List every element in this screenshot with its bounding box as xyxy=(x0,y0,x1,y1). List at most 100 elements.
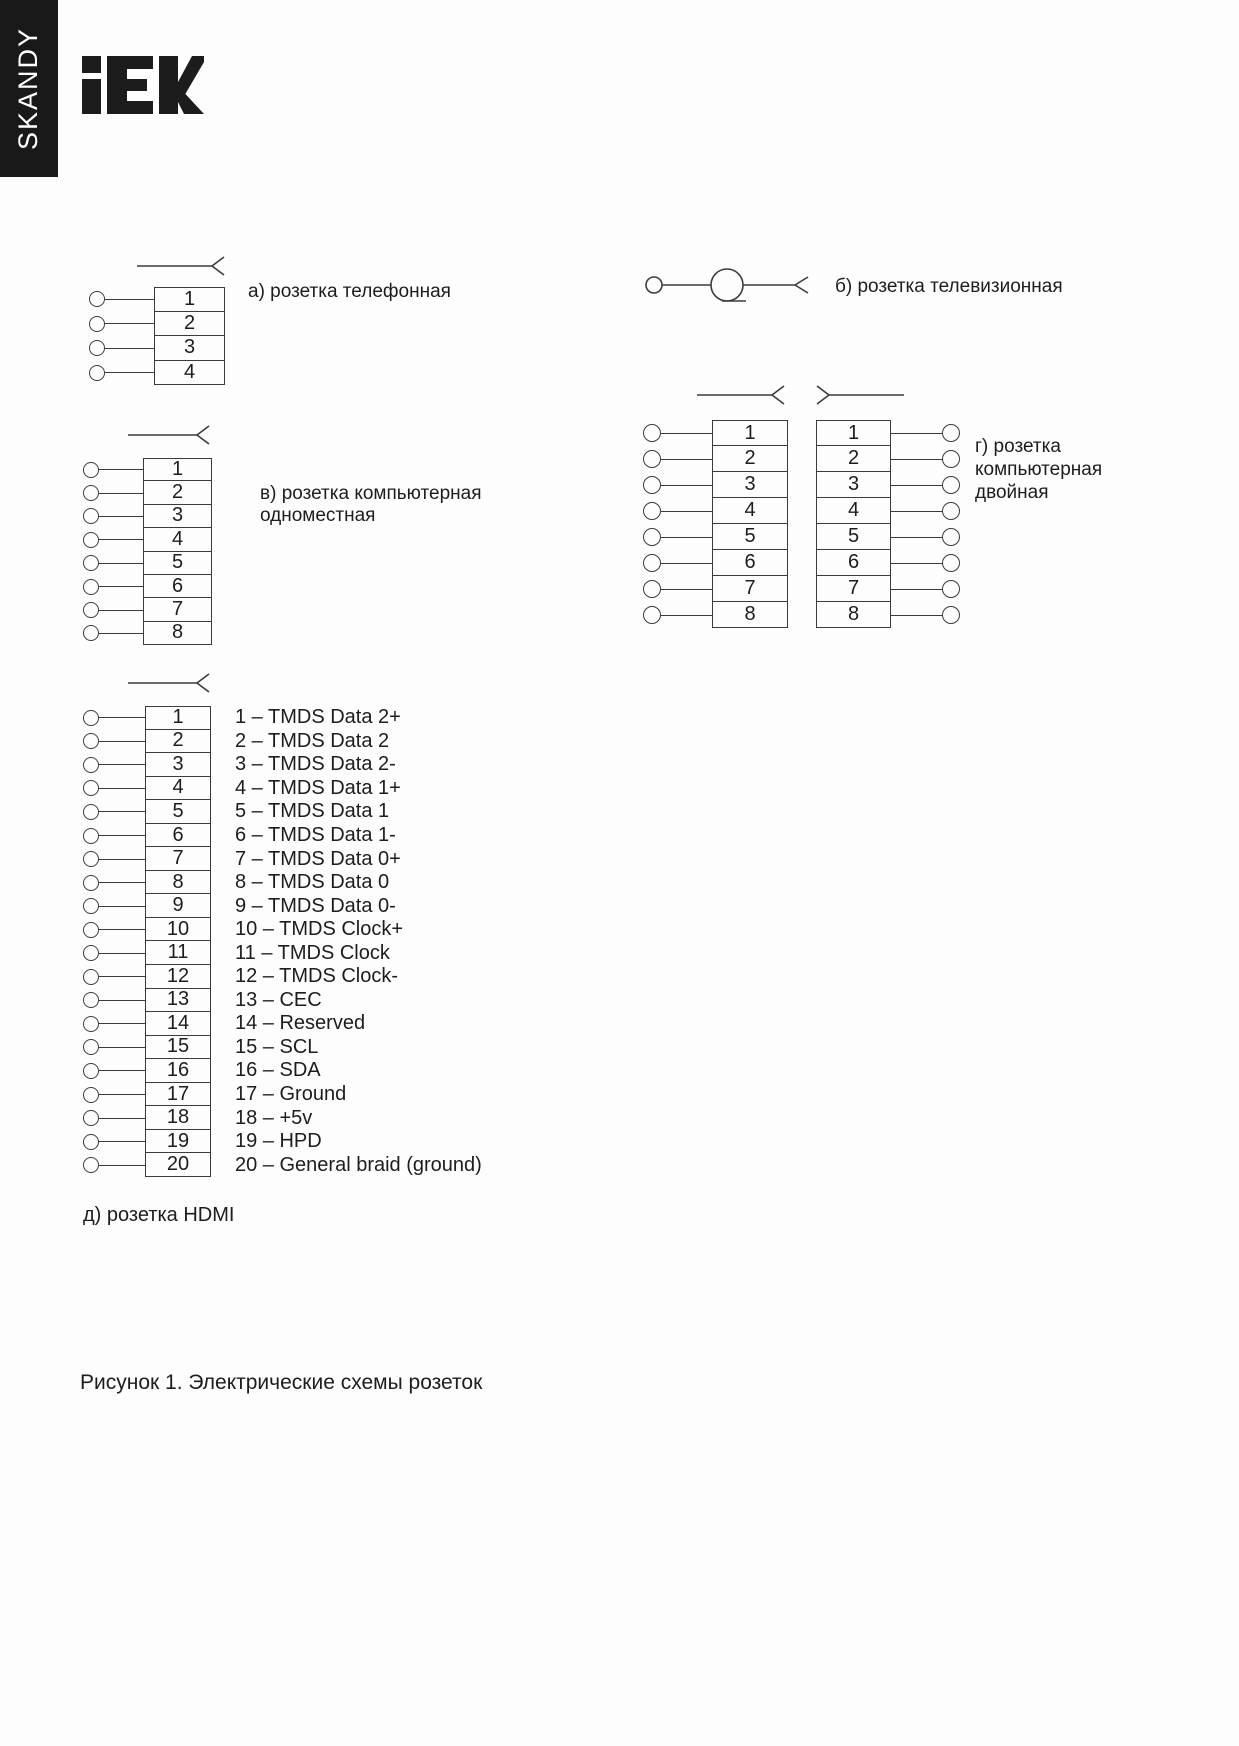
pin-row: 12 xyxy=(83,965,211,989)
terminal-circle-icon xyxy=(83,803,99,820)
pin-description: 20 – General braid (ground) xyxy=(235,1153,482,1176)
hdmi-socket-label: д) розетка HDMI xyxy=(83,1204,235,1226)
pin-row: 1 xyxy=(83,458,212,482)
iek-logo xyxy=(82,56,204,114)
pin-description: 15 – SCL xyxy=(235,1035,319,1058)
pin-cell: 6 xyxy=(712,550,788,576)
terminal-circle-icon xyxy=(643,424,661,442)
wire-line xyxy=(105,298,154,300)
pin-row: 14 xyxy=(83,1012,211,1036)
pin-cell: 1 xyxy=(145,706,211,730)
pin-description: 6 – TMDS Data 1- xyxy=(235,824,396,846)
pin-row: 3 xyxy=(83,504,212,529)
pin-row: 6 xyxy=(83,824,211,848)
pin-cell: 3 xyxy=(154,336,225,361)
terminal-circle-icon xyxy=(942,502,960,520)
terminal-circle-icon xyxy=(83,625,99,642)
wire-line xyxy=(99,1023,145,1025)
terminal-circle-icon xyxy=(83,1062,99,1079)
logo-k-lower-arm xyxy=(178,86,204,114)
pin-cell: 16 xyxy=(145,1059,211,1083)
terminal-circle-icon xyxy=(89,291,105,308)
pin-cell: 5 xyxy=(816,524,891,550)
pin-row: 8 xyxy=(83,621,212,646)
logo-e-bottom xyxy=(107,101,153,114)
logo-k-upper-arm xyxy=(178,56,204,98)
pin-row: 9 xyxy=(83,894,211,918)
wire-line xyxy=(99,1046,145,1048)
computer-double-right-block: 1 2 3 4 5 xyxy=(816,420,960,628)
pin-description: 1 – TMDS Data 2+ xyxy=(235,706,401,729)
pin-row: 7 xyxy=(83,847,211,871)
pin-cell: 1 xyxy=(143,458,212,482)
wire-line xyxy=(99,1164,145,1166)
wire-line xyxy=(99,1094,145,1096)
terminal-circle-icon xyxy=(942,554,960,572)
terminal-circle-icon xyxy=(83,1015,99,1032)
terminal-circle-icon xyxy=(645,276,663,294)
pin-cell: 4 xyxy=(143,528,212,552)
wire-line xyxy=(99,717,145,719)
pin-description: 12 – TMDS Clock- xyxy=(235,965,399,988)
pin-cell: 20 xyxy=(145,1153,211,1177)
wire-line xyxy=(105,347,154,349)
pin-cell: 3 xyxy=(712,472,788,498)
logo-i-stem xyxy=(82,79,101,114)
pin-row: 7 xyxy=(643,576,788,602)
terminal-circle-icon xyxy=(643,554,661,572)
pin-cell: 15 xyxy=(145,1035,211,1060)
terminal-circle-icon xyxy=(83,945,99,962)
wire-line xyxy=(891,510,942,512)
terminal-circle-icon xyxy=(83,531,99,548)
pin-row: 1 xyxy=(643,420,788,446)
pin-cell: 6 xyxy=(143,575,212,599)
pin-cell: 14 xyxy=(145,1012,211,1036)
pin-cell: 2 xyxy=(712,446,788,472)
terminal-circle-icon xyxy=(942,580,960,598)
terminal-circle-icon xyxy=(83,1157,99,1174)
pin-description: 9 – TMDS Data 0- xyxy=(235,894,396,917)
connector-fork-icon xyxy=(128,425,210,445)
pin-row: 2 xyxy=(643,446,788,472)
wire-line xyxy=(99,632,143,634)
terminal-circle-icon xyxy=(942,606,960,624)
wire-line xyxy=(891,458,942,460)
wire-line xyxy=(891,536,942,538)
pin-cell: 3 xyxy=(816,472,891,498)
pin-cell: 7 xyxy=(712,576,788,602)
pin-row: 1 xyxy=(89,287,225,312)
pin-row: 7 xyxy=(83,598,212,622)
pin-row: 2 xyxy=(816,446,960,472)
pin-row: 5 xyxy=(816,524,960,550)
figure-caption: Рисунок 1. Электрические схемы розеток xyxy=(80,1371,483,1394)
terminal-circle-icon xyxy=(83,968,99,985)
brand-vertical-label: SKANDY xyxy=(13,26,44,151)
pin-row: 16 xyxy=(83,1059,211,1083)
pin-description: 14 – Reserved xyxy=(235,1012,366,1035)
pin-row: 20 xyxy=(83,1153,211,1177)
wire-line xyxy=(891,562,942,564)
wire-line xyxy=(661,484,712,486)
pin-cell: 2 xyxy=(143,481,212,505)
wire-line xyxy=(99,999,145,1001)
pin-cell: 8 xyxy=(816,602,891,628)
terminal-circle-icon xyxy=(643,450,661,468)
wire-line xyxy=(99,1070,145,1072)
wire-line xyxy=(99,1141,145,1143)
pin-row: 8 xyxy=(83,871,211,895)
pin-row: 5 xyxy=(643,524,788,550)
pin-row: 3 xyxy=(83,753,211,777)
wire-line xyxy=(99,858,145,860)
terminal-circle-icon xyxy=(83,461,99,478)
pin-cell: 18 xyxy=(145,1106,211,1130)
connector-fork-icon xyxy=(128,673,210,693)
terminal-circle-icon xyxy=(643,580,661,598)
wire-line xyxy=(661,432,712,434)
wire-line xyxy=(891,614,942,616)
pin-row: 3 xyxy=(89,336,225,361)
terminal-circle-icon xyxy=(643,528,661,546)
pin-cell: 4 xyxy=(154,360,225,385)
pin-row: 18 xyxy=(83,1106,211,1130)
wire-line xyxy=(661,614,712,616)
